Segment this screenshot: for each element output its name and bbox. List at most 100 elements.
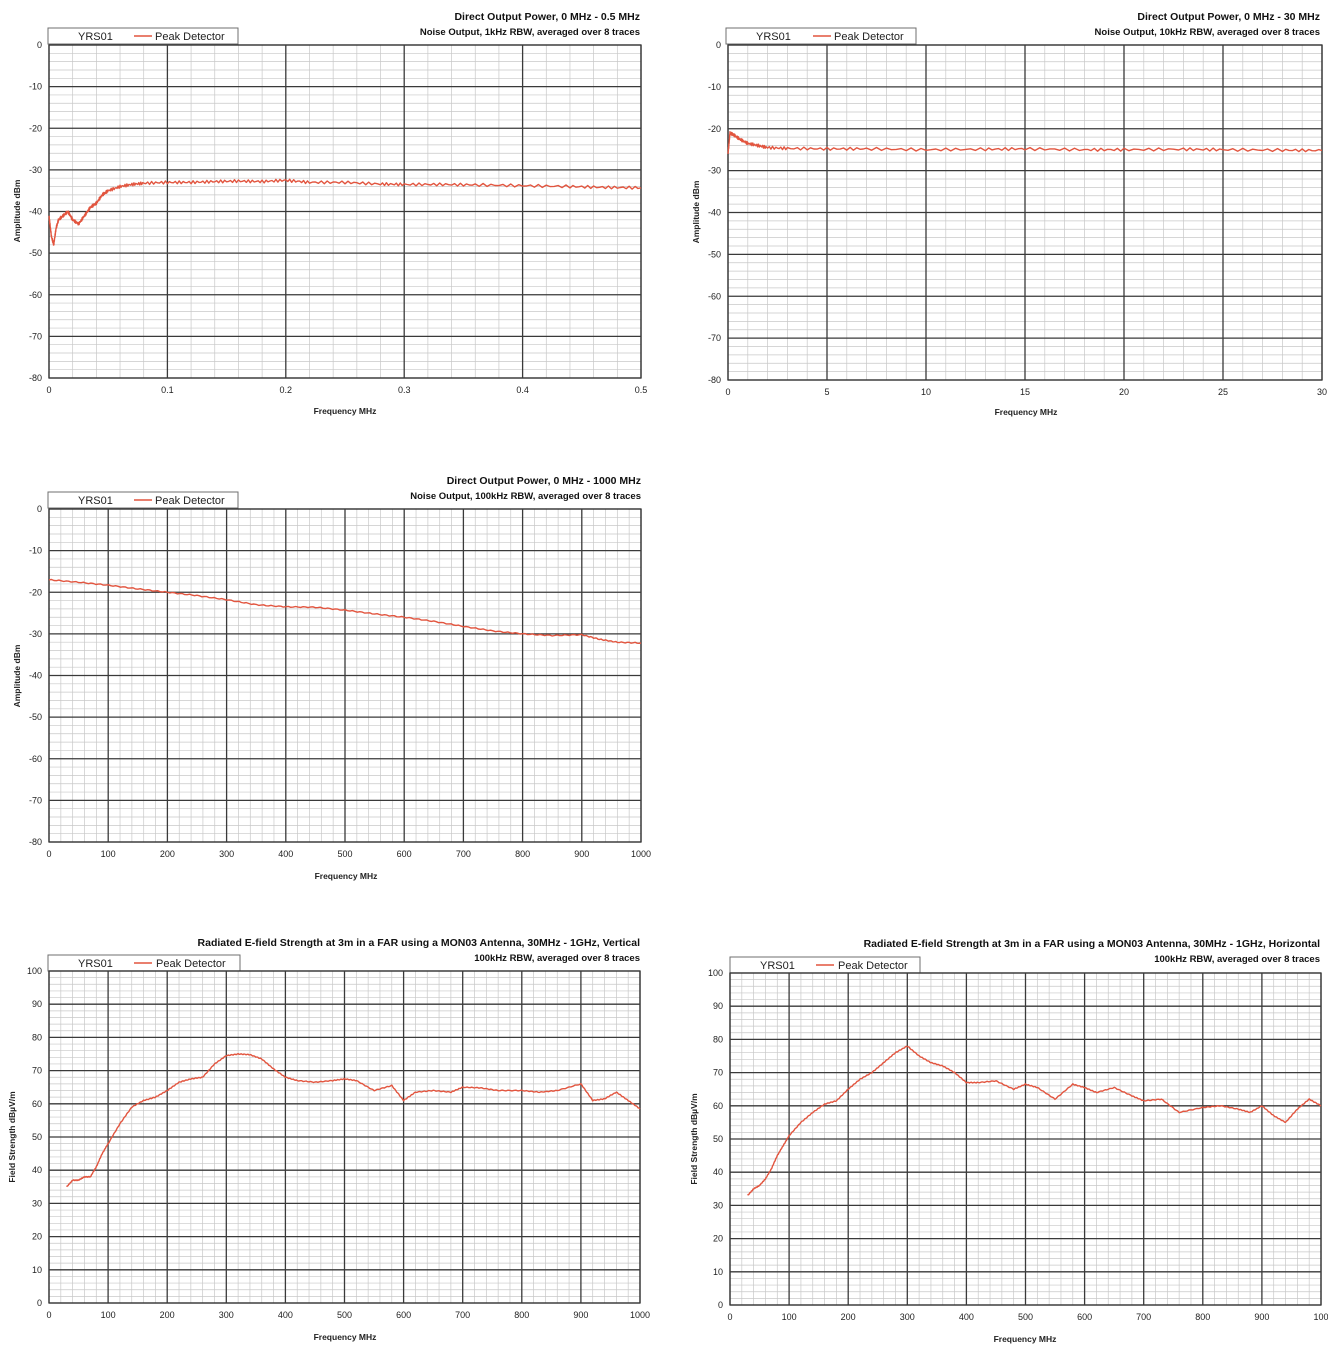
plot-area: 0 100 200 300 400 500 600 700 800 900 100100908070… <box>708 968 1328 1322</box>
y-tick-label: 10 <box>32 1265 42 1275</box>
x-axis-label: Frequency MHz <box>314 406 377 416</box>
legend-entry-peak-detector: Peak Detector <box>156 958 226 970</box>
chart-subtitle: Noise Output, 1kHz RBW, averaged over 8 … <box>420 27 640 38</box>
x-tick-label: 20 <box>1119 387 1129 397</box>
x-tick-label: 500 <box>1018 1312 1033 1322</box>
y-tick-label: -20 <box>708 124 721 134</box>
y-tick-label: 0 <box>37 504 42 514</box>
y-tick-label: -20 <box>29 587 42 597</box>
y-tick-label: -30 <box>708 166 721 176</box>
x-tick-label: 200 <box>160 1310 175 1320</box>
x-axis-label: Frequency MHz <box>315 871 378 881</box>
x-tick-label: 0 <box>46 849 51 859</box>
y-tick-label: 0 <box>718 1300 723 1310</box>
plot-area: 0 100 200 300 400 500 600 700 800 900 1000 0 -10 -20 -… <box>29 504 651 859</box>
y-tick-label: 0 <box>37 40 42 50</box>
x-tick-label: 400 <box>278 1310 293 1320</box>
x-tick-label: 1000 <box>630 1310 650 1320</box>
y-tick-label: 30 <box>32 1198 42 1208</box>
y-tick-label: 50 <box>713 1134 723 1144</box>
legend: YRS01 Peak Detector <box>47 954 241 972</box>
y-tick-label: 40 <box>713 1167 723 1177</box>
chart-title: Direct Output Power, 0 MHz - 0.5 MHz <box>454 11 640 23</box>
x-tick-label: 0.3 <box>398 385 411 395</box>
x-tick-label: 15 <box>1020 387 1030 397</box>
legend-entry-peak-detector: Peak Detector <box>838 960 908 972</box>
y-tick-label: 30 <box>713 1200 723 1210</box>
x-tick-label: 10 <box>921 387 931 397</box>
plot-frame <box>48 44 642 379</box>
x-tick-label: 800 <box>515 849 530 859</box>
y-tick-label: -80 <box>29 373 42 383</box>
y-tick-label: 100 <box>27 966 42 976</box>
legend-entry-yrs01: YRS01 <box>78 958 113 970</box>
y-axis-label: Amplitude dBm <box>691 180 701 243</box>
y-tick-label: 10 <box>713 1267 723 1277</box>
y-tick-label: 80 <box>713 1034 723 1044</box>
chart-title: Direct Output Power, 0 MHz - 1000 MHz <box>447 475 641 487</box>
y-tick-label: 40 <box>32 1165 42 1175</box>
series-line-peak-detector <box>48 178 642 246</box>
x-tick-label: 0.4 <box>516 385 529 395</box>
x-tick-label: 5 <box>824 387 829 397</box>
legend: YRS01 Peak Detector <box>729 956 921 974</box>
y-tick-label: -60 <box>708 291 721 301</box>
x-tick-label: 600 <box>1077 1312 1092 1322</box>
y-tick-label: 60 <box>32 1099 42 1109</box>
y-tick-label: 70 <box>713 1068 723 1078</box>
y-tick-label: 100 <box>708 968 723 978</box>
series-line-peak-detector <box>66 1052 641 1188</box>
chart-panel-p4: Radiated E-field Strength at 3m in a FAR… <box>7 937 650 1342</box>
plot-frame <box>48 508 642 843</box>
legend: YRS01 Peak Detector <box>725 27 917 45</box>
x-tick-label: 300 <box>900 1312 915 1322</box>
chart-title: Direct Output Power, 0 MHz - 30 MHz <box>1137 11 1320 23</box>
y-axis-label: Field Strength dBµV/m <box>7 1091 17 1183</box>
legend: YRS01 Peak Detector <box>47 27 239 45</box>
x-tick-label: 500 <box>337 849 352 859</box>
y-tick-label: 50 <box>32 1132 42 1142</box>
x-tick-label: 300 <box>219 849 234 859</box>
x-tick-label: 800 <box>1195 1312 1210 1322</box>
y-axis-label: Amplitude dBm <box>12 644 22 707</box>
legend-entry-yrs01: YRS01 <box>78 495 113 507</box>
y-tick-label: -40 <box>708 208 721 218</box>
chart-subtitle: Noise Output, 10kHz RBW, averaged over 8… <box>1095 27 1320 38</box>
y-tick-label: 20 <box>713 1234 723 1244</box>
legend-entry-yrs01: YRS01 <box>760 960 795 972</box>
x-tick-label: 500 <box>337 1310 352 1320</box>
y-tick-label: -50 <box>29 712 42 722</box>
y-tick-label: 70 <box>32 1066 42 1076</box>
series-line-peak-detector <box>48 578 642 644</box>
plot-area: 0 0.1 0.2 0.3 0.4 0.5 0 -10 -20 -30 -40 -50 -60 -70 -8… <box>29 40 647 395</box>
x-tick-label: 800 <box>514 1310 529 1320</box>
plot-area: 0 100 200 300 400 500 600 700 800 900 100010090807… <box>27 966 650 1320</box>
y-tick-label: 90 <box>32 999 42 1009</box>
x-tick-label: 25 <box>1218 387 1228 397</box>
chart-panel-p2: Direct Output Power, 0 MHz - 30 MHz Nois… <box>691 11 1327 417</box>
x-tick-label: 200 <box>841 1312 856 1322</box>
legend-entry-yrs01: YRS01 <box>78 31 113 43</box>
x-tick-label: 900 <box>573 1310 588 1320</box>
y-axis-label: Field Strength dBµV/m <box>689 1093 699 1185</box>
y-tick-label: 90 <box>713 1001 723 1011</box>
chart-panel-p1: Direct Output Power, 0 MHz - 0.5 MHz Noi… <box>12 11 647 416</box>
y-axis-label: Amplitude dBm <box>12 179 22 242</box>
y-tick-label: -10 <box>29 546 42 556</box>
chart-panel-p5: Radiated E-field Strength at 3m in a FAR… <box>689 938 1328 1344</box>
x-tick-label: 0 <box>727 1312 732 1322</box>
x-axis-label: Frequency MHz <box>994 1334 1057 1344</box>
plot-frame <box>48 970 641 1304</box>
x-tick-label: 600 <box>397 849 412 859</box>
y-tick-label: -80 <box>29 837 42 847</box>
y-tick-label: -70 <box>29 331 42 341</box>
y-tick-label: -70 <box>708 333 721 343</box>
y-tick-label: -70 <box>29 795 42 805</box>
x-tick-label: 300 <box>219 1310 234 1320</box>
plot-frame <box>729 972 1322 1306</box>
y-tick-label: -20 <box>29 123 42 133</box>
series-line-peak-detector <box>747 1045 1322 1196</box>
x-tick-label: 0 <box>725 387 730 397</box>
x-tick-label: 0.5 <box>635 385 648 395</box>
